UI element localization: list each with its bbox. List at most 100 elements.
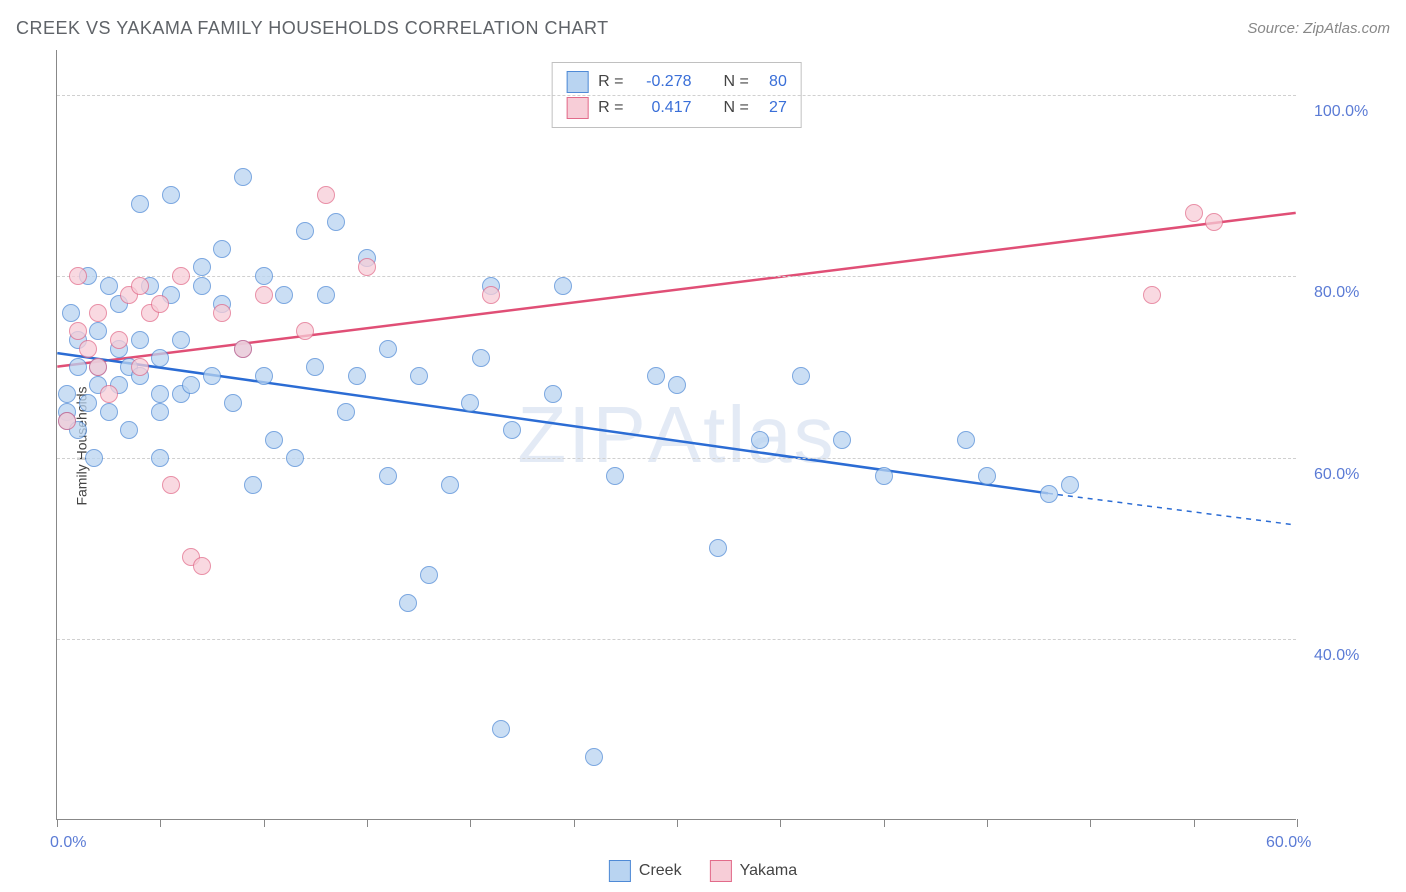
legend-r-value: 0.417	[634, 99, 692, 117]
x-tick	[987, 819, 988, 827]
creek-point	[317, 286, 335, 304]
x-tick	[367, 819, 368, 827]
creek-point	[162, 186, 180, 204]
creek-point	[62, 304, 80, 322]
creek-point	[193, 258, 211, 276]
x-tick	[160, 819, 161, 827]
yakama-point	[234, 340, 252, 358]
creek-point	[1040, 485, 1058, 503]
yakama-point	[482, 286, 500, 304]
gridline	[57, 639, 1296, 640]
creek-point	[296, 222, 314, 240]
y-tick-label: 40.0%	[1314, 647, 1359, 665]
yakama-point	[193, 557, 211, 575]
x-tick-label: 60.0%	[1266, 834, 1311, 852]
legend-n-label: N =	[724, 99, 749, 117]
creek-trend-line-extrapolated	[1048, 493, 1296, 525]
legend-swatch-yakama	[710, 860, 732, 882]
creek-point	[978, 467, 996, 485]
legend-n-value: 80	[759, 73, 787, 91]
creek-point	[69, 358, 87, 376]
yakama-point	[296, 322, 314, 340]
chart-source: Source: ZipAtlas.com	[1247, 20, 1390, 37]
creek-point	[709, 539, 727, 557]
creek-point	[79, 394, 97, 412]
creek-point	[151, 449, 169, 467]
yakama-point	[255, 286, 273, 304]
creek-point	[131, 195, 149, 213]
creek-point	[461, 394, 479, 412]
gridline	[57, 276, 1296, 277]
creek-point	[151, 403, 169, 421]
legend-row-creek: R =-0.278N =80	[566, 69, 787, 95]
creek-point	[58, 385, 76, 403]
scatter-plot-area: ZIPAtlas R = -0.278 N = 80 R = 0.417 N = 27	[56, 50, 1296, 820]
legend-row-yakama: R = 0.417 N = 27	[566, 95, 787, 121]
creek-point	[833, 431, 851, 449]
creek-point	[265, 431, 283, 449]
creek-point	[244, 476, 262, 494]
yakama-point	[69, 322, 87, 340]
creek-point	[420, 566, 438, 584]
series-legend-item-creek: Creek	[609, 860, 682, 882]
x-tick	[1090, 819, 1091, 827]
creek-point	[151, 349, 169, 367]
x-tick	[57, 819, 58, 827]
creek-point	[472, 349, 490, 367]
yakama-point	[151, 295, 169, 313]
creek-point	[131, 331, 149, 349]
legend-swatch-creek	[609, 860, 631, 882]
creek-point	[234, 168, 252, 186]
yakama-point	[100, 385, 118, 403]
yakama-point	[172, 267, 190, 285]
series-legend-label: Yakama	[740, 862, 798, 880]
creek-point	[182, 376, 200, 394]
creek-point	[492, 720, 510, 738]
x-tick	[574, 819, 575, 827]
yakama-point	[89, 358, 107, 376]
creek-point	[399, 594, 417, 612]
yakama-point	[358, 258, 376, 276]
legend-n-label: N =	[724, 73, 749, 91]
yakama-point	[69, 267, 87, 285]
x-tick	[780, 819, 781, 827]
creek-point	[172, 331, 190, 349]
creek-point	[337, 403, 355, 421]
creek-point	[379, 340, 397, 358]
creek-point	[327, 213, 345, 231]
creek-point	[792, 367, 810, 385]
x-tick-label: 0.0%	[50, 834, 86, 852]
creek-point	[85, 449, 103, 467]
legend-r-value: -0.278	[634, 73, 692, 91]
trend-lines-layer	[57, 50, 1296, 819]
creek-point	[606, 467, 624, 485]
creek-point	[348, 367, 366, 385]
creek-point	[193, 277, 211, 295]
legend-n-value: 27	[759, 99, 787, 117]
creek-point	[647, 367, 665, 385]
x-tick	[470, 819, 471, 827]
creek-point	[213, 240, 231, 258]
creek-point	[875, 467, 893, 485]
creek-point	[120, 421, 138, 439]
chart-title: CREEK VS YAKAMA FAMILY HOUSEHOLDS CORREL…	[16, 18, 609, 39]
y-tick-label: 60.0%	[1314, 466, 1359, 484]
creek-point	[554, 277, 572, 295]
legend-r-label: R =	[598, 99, 623, 117]
yakama-point	[110, 331, 128, 349]
x-tick	[884, 819, 885, 827]
creek-point	[203, 367, 221, 385]
y-tick-label: 100.0%	[1314, 103, 1368, 121]
yakama-point	[317, 186, 335, 204]
creek-point	[100, 403, 118, 421]
watermark-text: ZIPAtlas	[517, 389, 835, 481]
creek-point	[255, 267, 273, 285]
creek-point	[286, 449, 304, 467]
creek-point	[255, 367, 273, 385]
creek-point	[100, 277, 118, 295]
x-tick	[264, 819, 265, 827]
creek-point	[957, 431, 975, 449]
creek-point	[224, 394, 242, 412]
creek-point	[379, 467, 397, 485]
yakama-point	[1185, 204, 1203, 222]
